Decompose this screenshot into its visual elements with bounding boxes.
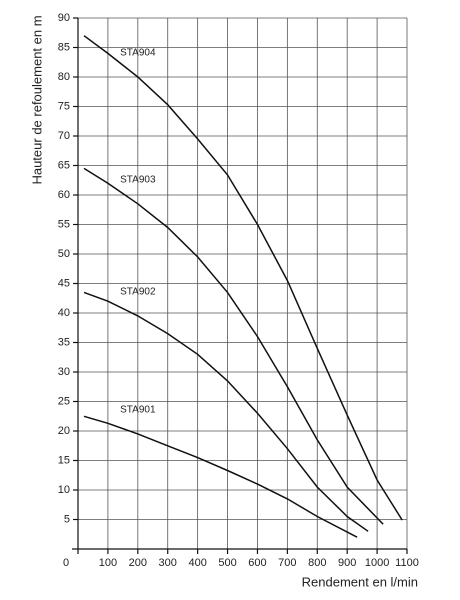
y-tick-label: 10 [58,484,70,496]
y-tick-label: 85 [58,41,70,53]
x-tick-label: 400 [188,557,206,569]
y-tick-label: 55 [58,218,70,230]
curve-label: STA902 [120,287,156,298]
y-tick-label: 40 [58,307,70,319]
x-tick-label: 1000 [365,557,389,569]
x-tick-label: 300 [159,557,177,569]
y-tick-label: 30 [58,366,70,378]
y-tick-label: 50 [58,248,70,260]
x-tick-label: 500 [218,557,236,569]
curve [83,167,384,525]
y-tick-label: 80 [58,71,70,83]
curve-label: STA901 [120,405,156,416]
y-tick-label: 35 [58,336,70,348]
x-tick-label: 700 [278,557,296,569]
curve-label: STA904 [120,48,156,59]
y-tick-label: 25 [58,395,70,407]
y-tick-label: 45 [58,277,70,289]
y-tick-label: 60 [58,189,70,201]
y-tick-label: 5 [64,513,70,525]
curve [83,291,369,532]
x-tick-label: 1100 [395,557,419,569]
y-tick-label: 70 [58,130,70,142]
x-tick-label: 800 [308,557,326,569]
x-tick-label: 600 [248,557,266,569]
y-tick-label: 15 [58,454,70,466]
y-tick-label: 75 [58,100,70,112]
x-axis-title: Rendement en l/min [302,574,418,589]
y-axis-title: Hauteur de refoulement en m [29,15,44,184]
x-tick-label: 900 [338,557,356,569]
curve [83,415,358,538]
y-tick-label: 65 [58,159,70,171]
curve [83,35,403,521]
x-tick-label: 0 [63,557,69,569]
y-tick-label: 90 [58,12,70,24]
x-tick-label: 200 [129,557,147,569]
x-tick-label: 100 [99,557,117,569]
y-tick-label: 20 [58,425,70,437]
curve-label: STA903 [120,174,156,185]
